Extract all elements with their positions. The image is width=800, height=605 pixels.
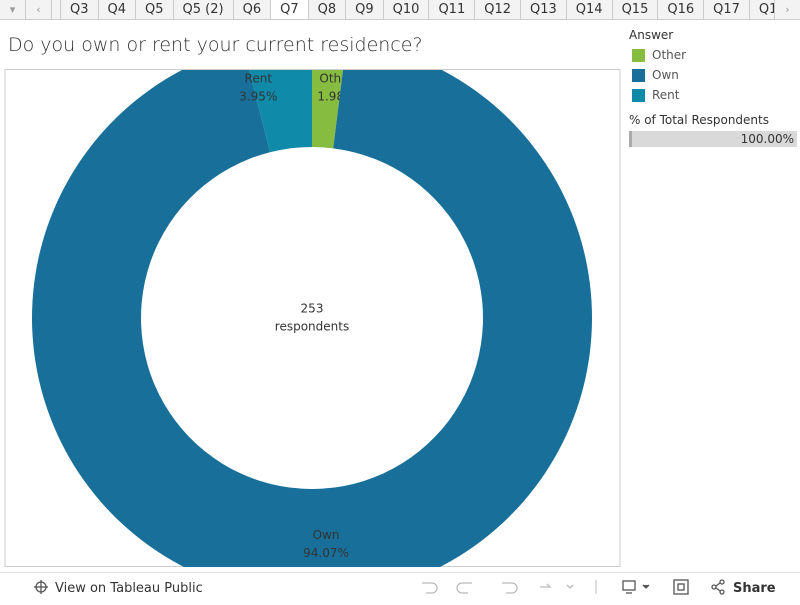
legend-item[interactable]: Rent [632, 85, 797, 105]
legend-label: Own [652, 68, 679, 82]
chart-title: Do you own or rent your current residenc… [8, 34, 423, 56]
slice-value-label: 1.98% [317, 90, 355, 104]
legend-item[interactable]: Other [632, 45, 797, 65]
legend-title: Answer [629, 28, 674, 42]
chart-frame [4, 69, 621, 567]
tab[interactable]: Q5 [135, 0, 173, 19]
donut-slice [32, 70, 592, 567]
tab-bar: ▾ ‹ Q3 Q4 Q5 Q5 (2) Q6 Q7 Q8 Q9 Q10 Q11 Q12 Q13 Q14 Q… [0, 0, 800, 20]
tab-next[interactable]: › [774, 0, 800, 19]
filter-title: % of Total Respondents [629, 113, 769, 127]
slice-category: Rent [245, 72, 273, 86]
toolbar-icons: View on Tableau Public Share [34, 579, 776, 596]
tab[interactable]: Q5 (2) [172, 0, 233, 19]
tab[interactable]: Q6 [232, 0, 271, 19]
center-label: respondents [275, 320, 349, 334]
center-value: 253 [301, 302, 324, 316]
tab[interactable]: Q11 [428, 0, 474, 19]
tab[interactable]: Q8 [307, 0, 346, 19]
legend-label: Other [652, 48, 687, 62]
slice-category: Other [319, 72, 353, 86]
plot: Other 1.98% Own 94.07% Rent 3.95% 253 responden… [32, 70, 592, 567]
legend-swatch [632, 88, 645, 102]
tab-menu[interactable]: ▾ [0, 0, 26, 19]
tab[interactable]: Q18 [748, 0, 774, 19]
tab[interactable]: Q9 [345, 0, 383, 19]
legend-label: Rent [652, 88, 680, 102]
view-on-tableau[interactable]: View on Tableau Public [55, 581, 203, 596]
tab[interactable]: Q16 [657, 0, 703, 19]
tab-prev[interactable]: ‹ [26, 0, 52, 19]
tab[interactable]: Q4 [97, 0, 136, 19]
legend-swatch [632, 68, 645, 82]
slice-category: Own [313, 528, 340, 542]
tab[interactable]: Q10 [382, 0, 429, 19]
share-button[interactable]: Share [733, 581, 776, 596]
legend: Other Own Rent [629, 45, 797, 105]
tab[interactable]: Q12 [474, 0, 520, 19]
tab[interactable]: Q13 [520, 0, 566, 19]
slice-value-label: 3.95% [239, 90, 277, 104]
tab[interactable]: Q15 [611, 0, 658, 19]
tab[interactable]: Q17 [703, 0, 749, 19]
legend-item[interactable]: Own [632, 65, 797, 85]
slice-value-label: 94.07% [303, 546, 349, 560]
tabs: Q3 Q4 Q5 Q5 (2) Q6 Q7 Q8 Q9 Q10 Q11 Q12 Q13 Q14 Q15 Q1… [52, 0, 774, 19]
filter-slider[interactable]: 100.00% [629, 131, 797, 147]
sidebar: Answer Other Own Rent % of Total Responden… [629, 28, 797, 147]
tab[interactable]: Q7 [270, 0, 308, 19]
legend-swatch [632, 48, 645, 62]
tab[interactable]: Q3 [60, 0, 98, 19]
tab[interactable]: Q14 [565, 0, 612, 19]
toolbar: View on Tableau Public Share [0, 572, 800, 601]
